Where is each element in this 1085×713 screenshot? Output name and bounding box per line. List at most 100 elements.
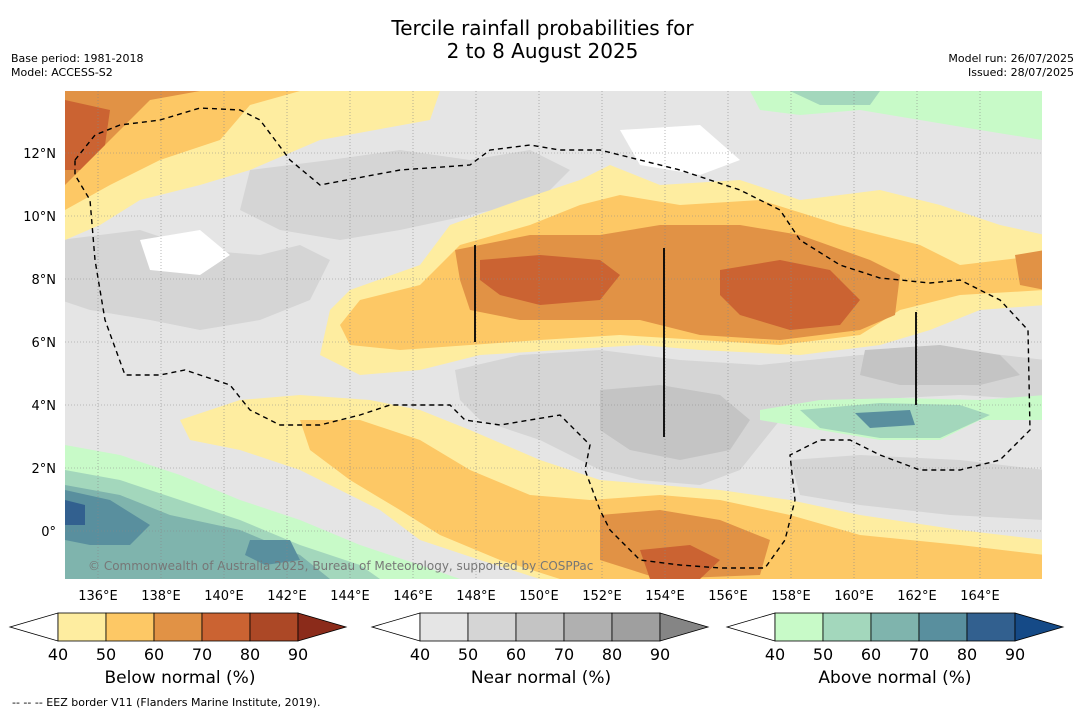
colorbar-tick: 90 (288, 645, 308, 664)
map-title-line1: Tercile rainfall probabilities for (391, 16, 694, 40)
longitude-label: 138°E (141, 589, 181, 604)
colorbar-tick: 70 (192, 645, 212, 664)
near-normal-50b (240, 150, 570, 240)
latitude-label: 2°N (32, 462, 57, 477)
model-run: Model run: 26/07/2025 (948, 52, 1074, 65)
colorbar-tick: 50 (458, 645, 478, 664)
colorbar-segment (918, 612, 968, 642)
colorbar-below-label: Below normal (%) (104, 668, 256, 688)
colorbar-segment (774, 612, 824, 642)
colorbar-tick: 90 (1005, 645, 1025, 664)
colorbar-segment (563, 612, 613, 642)
latitude-label: 4°N (32, 399, 57, 414)
copyright-text: © Commonwealth of Australia 2025, Bureau… (88, 559, 593, 573)
colorbar-extend-low (725, 612, 776, 642)
near-normal-50d (790, 455, 1042, 520)
colorbar-tick: 60 (861, 645, 881, 664)
below-normal-60-south (600, 510, 770, 579)
latitude-label: 12°N (23, 147, 56, 162)
white-patch (140, 230, 230, 275)
latitude-label: 8°N (32, 273, 57, 288)
colorbar-tick: 90 (650, 645, 670, 664)
colorbar-tick: 70 (909, 645, 929, 664)
colorbar-tick: 40 (410, 645, 430, 664)
colorbar-tick: 80 (240, 645, 260, 664)
colorbar-segment (419, 612, 469, 642)
colorbar: 40 50 60 70 80 90 (370, 612, 710, 664)
colorbar-tick: 50 (96, 645, 116, 664)
eez-footnote: -- -- -- EEZ border V11 (Flanders Marine… (12, 696, 321, 709)
colorbar-segment (201, 612, 251, 642)
longitude-label: 158°E (771, 589, 811, 604)
longitude-label: 152°E (582, 589, 622, 604)
longitude-label: 136°E (78, 589, 118, 604)
colorbar-extend-high (297, 612, 348, 642)
colorbar-tick: 40 (48, 645, 68, 664)
colorbar-segment (966, 612, 1016, 642)
colorbar-tick: 50 (813, 645, 833, 664)
longitude-label: 146°E (393, 589, 433, 604)
meta-left: Base period: 1981-2018 Model: ACCESS-S2 (11, 52, 143, 80)
above-normal-50-ne (790, 91, 880, 105)
above-normal-80-sw (65, 500, 85, 525)
eez-border (74, 107, 1031, 569)
base-period: Base period: 1981-2018 (11, 52, 144, 65)
colorbar-tick: 40 (765, 645, 785, 664)
longitude-label: 154°E (645, 589, 685, 604)
below-normal-50-south (300, 420, 1042, 579)
longitude-label: 162°E (897, 589, 937, 604)
longitude-label: 164°E (960, 589, 1000, 604)
colorbar-segment (57, 612, 107, 642)
colorbar-segment (249, 612, 299, 642)
below-normal-60-east (1015, 250, 1042, 290)
colorbar-segment (515, 612, 565, 642)
longitude-label: 150°E (519, 589, 559, 604)
map-fields (65, 91, 1042, 579)
colorbar-tick: 60 (144, 645, 164, 664)
map-title-line2: 2 to 8 August 2025 (446, 39, 639, 63)
longitude-label: 144°E (330, 589, 370, 604)
longitude-label: 160°E (834, 589, 874, 604)
longitude-label: 142°E (267, 589, 307, 604)
colorbar-extend-low (370, 612, 421, 642)
colorbar-segment (870, 612, 920, 642)
colorbar-extend-high (1014, 612, 1065, 642)
issued-date: Issued: 28/07/2025 (967, 66, 1074, 79)
colorbar-extend-high (659, 612, 710, 642)
latitude-labels: 12°N 10°N 8°N 6°N 4°N 2°N 0° (23, 147, 56, 540)
colorbar: 40 50 60 70 80 90 (725, 612, 1065, 664)
meta-right: Model run: 26/07/2025 Issued: 28/07/2025 (948, 52, 1074, 80)
colorbar-segment (153, 612, 203, 642)
model-name: Model: ACCESS-S2 (11, 66, 113, 79)
near-normal-50 (65, 230, 330, 330)
colorbar-near-label: Near normal (%) (470, 668, 612, 688)
colorbar-above-label: Above normal (%) (818, 668, 972, 688)
above-normal-70-sw-b (245, 540, 300, 565)
longitude-labels: 136°E 138°E 140°E 142°E 144°E 146°E 148°E 150°E… (78, 589, 1000, 604)
colorbar-tick: 80 (957, 645, 977, 664)
gridlines (65, 91, 1042, 579)
near-normal-60 (600, 385, 750, 460)
longitude-label: 148°E (456, 589, 496, 604)
latitude-label: 0° (41, 525, 56, 540)
latitude-label: 10°N (23, 210, 56, 225)
below-normal-70-nw (65, 100, 110, 170)
colorbar-segment (611, 612, 661, 642)
colorbar-segment (105, 612, 155, 642)
colorbar-tick: 80 (602, 645, 622, 664)
colorbar-tick: 60 (506, 645, 526, 664)
colorbar: 40 50 60 70 80 90 (8, 612, 348, 664)
longitude-label: 156°E (708, 589, 748, 604)
colorbars: 40 50 60 70 80 90 40 50 60 70 80 90 40 50 60 70 80 90 (8, 612, 1065, 664)
below-normal-70-south (640, 545, 720, 579)
latitude-label: 6°N (32, 336, 57, 351)
colorbar-extend-low (8, 612, 59, 642)
colorbar-segment (467, 612, 517, 642)
colorbar-segment (822, 612, 872, 642)
below-normal-70-central-a (480, 255, 620, 305)
longitude-label: 140°E (204, 589, 244, 604)
above-normal-70-east (855, 410, 915, 428)
below-normal-70-central-b (720, 260, 860, 330)
colorbar-tick: 70 (554, 645, 574, 664)
